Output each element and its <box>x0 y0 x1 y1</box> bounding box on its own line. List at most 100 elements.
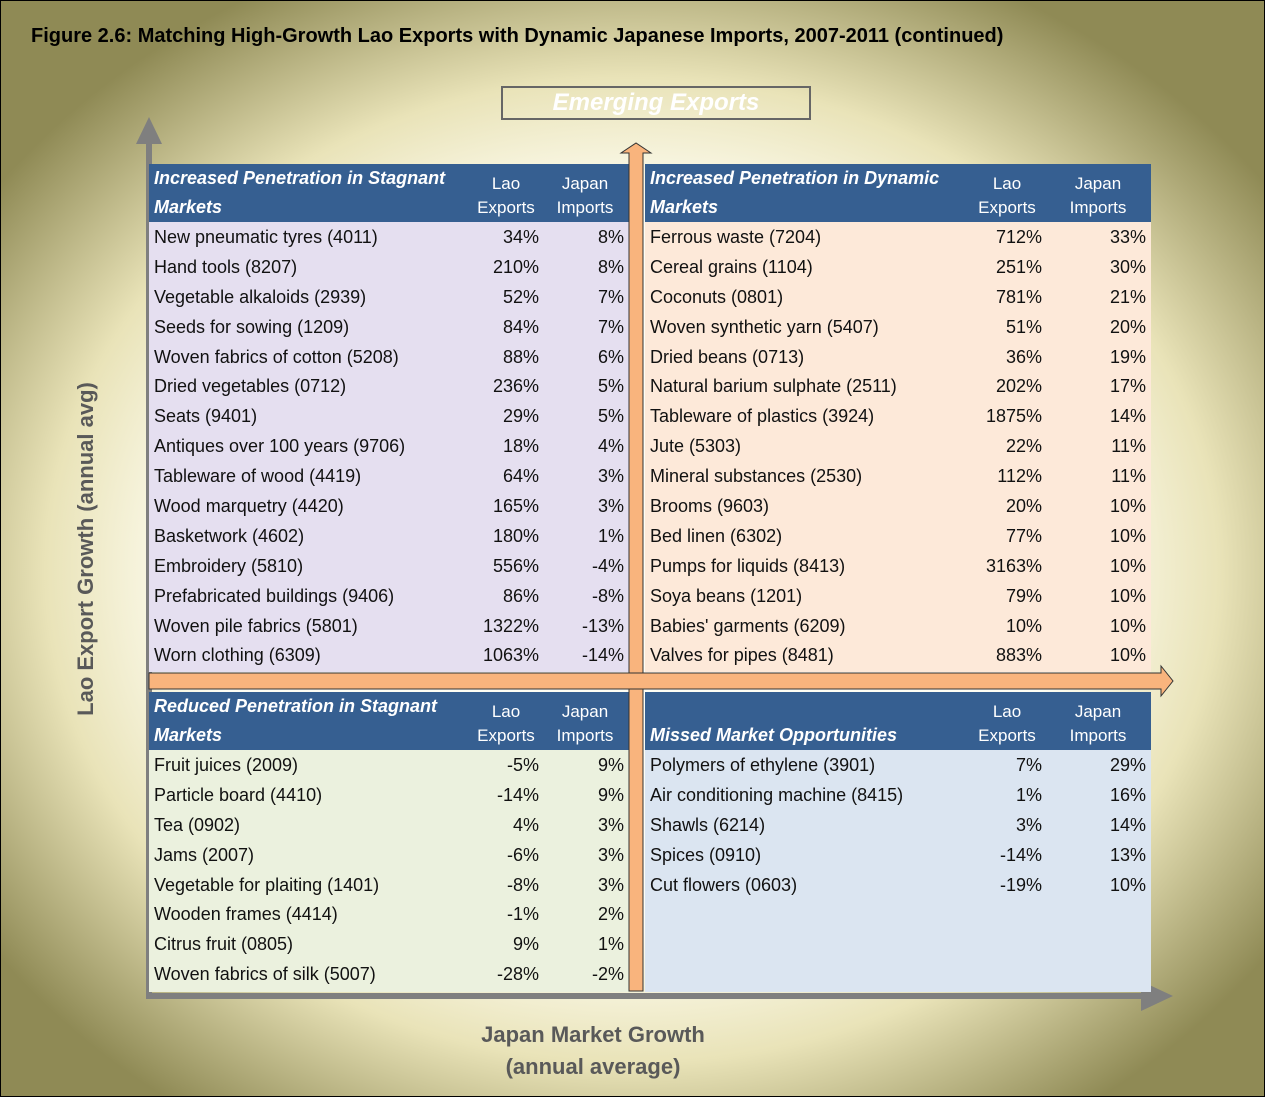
item-name: Dried vegetables (0712) <box>154 376 347 397</box>
japan-imports: 10% <box>1109 585 1146 606</box>
x-label-line: (annual average) <box>505 1054 681 1079</box>
japan-imports: 3% <box>597 844 624 865</box>
table-row: Jams (2007) -6% 3% <box>149 840 629 870</box>
japan-imports: 5% <box>597 376 624 397</box>
lao-exports: 251% <box>995 256 1042 277</box>
item-name: Bed linen (6302) <box>650 525 783 546</box>
lao-exports: 883% <box>995 645 1042 666</box>
title: Figure 2.6: Matching High-Growth Lao Exp… <box>31 25 1004 47</box>
item-name: Woven fabrics of silk (5007) <box>154 964 376 985</box>
lao-exports: 36% <box>1005 346 1042 367</box>
item-name: Wood marquetry (4420) <box>154 496 344 517</box>
japan-imports: 11% <box>1111 436 1146 457</box>
lao-exports: 781% <box>995 286 1042 307</box>
table-row: Wood marquetry (4420) 165% 3% <box>149 491 629 521</box>
column-header: Lao Exports <box>477 174 535 217</box>
item-name: Woven fabrics of cotton (5208) <box>154 346 399 367</box>
banner: Emerging Exports <box>501 86 811 120</box>
lao-exports: 3% <box>1015 814 1042 835</box>
item-name: Ferrous waste (7204) <box>650 227 822 247</box>
japan-imports: 7% <box>597 316 624 337</box>
japan-imports: 11% <box>1111 466 1146 487</box>
lao-exports: 20% <box>1005 496 1042 517</box>
quadrant-header: Increased Penetration in Stagnant Market… <box>149 164 629 222</box>
table-row: Dried beans (0713) 36% 19% <box>645 342 1151 372</box>
lao-exports: -1% <box>506 904 539 925</box>
japan-imports: -13% <box>581 615 624 636</box>
table-row: Woven synthetic yarn (5407) 51% 20% <box>645 312 1151 342</box>
japan-imports: 19% <box>1109 346 1146 367</box>
table-row: Hand tools (8207) 210% 8% <box>149 252 629 282</box>
japan-imports: 20% <box>1109 316 1146 337</box>
lao-exports: 84% <box>502 316 539 337</box>
table-row: Jute (5303) 22% 11% <box>645 431 1151 461</box>
japan-imports: 29% <box>1109 755 1146 775</box>
japan-imports: 14% <box>1109 814 1146 835</box>
lao-exports: 9% <box>512 934 539 955</box>
lao-exports: 3163% <box>985 555 1042 576</box>
lao-exports: 1% <box>1015 784 1042 805</box>
lao-exports: 556% <box>492 555 539 576</box>
table-row: Antiques over 100 years (9706) 18% 4% <box>149 431 629 461</box>
table-row: Ferrous waste (7204) 712% 33% <box>645 222 1151 252</box>
lao-exports: 86% <box>502 585 539 606</box>
japan-imports: 1% <box>597 934 624 955</box>
table-row: Woven fabrics of cotton (5208) 88% 6% <box>149 342 629 372</box>
table-row: Bed linen (6302) 77% 10% <box>645 521 1151 551</box>
quadrant-title: Reduced Penetration in Stagnant Markets <box>154 696 438 745</box>
lao-exports: 64% <box>502 466 539 487</box>
item-name: New pneumatic tyres (4011) <box>154 227 378 247</box>
japan-imports: 9% <box>597 755 624 775</box>
item-name: Citrus fruit (0805) <box>154 934 294 955</box>
item-name: Dried beans (0713) <box>650 346 805 367</box>
lao-exports: 52% <box>502 286 539 307</box>
quadrant-title: Increased Penetration in Stagnant Market… <box>154 168 446 217</box>
item-name: Babies' garments (6209) <box>650 615 846 636</box>
quadrant-title: Missed Market Opportunities <box>650 725 898 745</box>
table-row: Air conditioning machine (8415) 1% 16% <box>645 780 1151 810</box>
table-row: Cereal grains (1104) 251% 30% <box>645 252 1151 282</box>
japan-imports: -8% <box>591 585 624 606</box>
item-name: Shawls (6214) <box>650 814 766 835</box>
japan-imports: 7% <box>597 286 624 307</box>
lao-exports: -28% <box>496 964 539 985</box>
lao-exports: 77% <box>1005 525 1042 546</box>
japan-imports: 10% <box>1109 525 1146 546</box>
lao-exports: -14% <box>496 784 539 805</box>
item-name: Embroidery (5810) <box>154 555 304 576</box>
quadrant-header: Missed Market Opportunities Lao Exports Ja… <box>645 692 1151 750</box>
item-name: Wooden frames (4414) <box>154 904 338 925</box>
table-row: Dried vegetables (0712) 236% 5% <box>149 371 629 401</box>
japan-imports: 10% <box>1109 496 1146 517</box>
table-row: Tableware of plastics (3924) 1875% 14% <box>645 401 1151 431</box>
japan-imports: 10% <box>1109 645 1146 666</box>
item-name: Vegetable alkaloids (2939) <box>154 286 367 307</box>
lao-exports: 34% <box>502 227 539 247</box>
item-name: Tableware of wood (4419) <box>154 466 362 487</box>
table-row: Embroidery (5810) 556% -4% <box>149 551 629 581</box>
item-name: Tea (0902) <box>154 814 241 835</box>
japan-imports: -4% <box>591 555 624 576</box>
table-row: Seats (9401) 29% 5% <box>149 401 629 431</box>
quadrant: Increased Penetration in Dynamic Markets… <box>645 164 1151 672</box>
lao-exports: 236% <box>492 376 539 397</box>
quadrant-header: Reduced Penetration in Stagnant Markets L… <box>149 692 629 750</box>
quadrant: Increased Penetration in Stagnant Market… <box>149 164 629 672</box>
lao-exports: 88% <box>502 346 539 367</box>
item-name: Cereal grains (1104) <box>650 256 813 277</box>
item-name: Basketwork (4602) <box>154 525 305 546</box>
lao-exports: 1322% <box>482 615 539 636</box>
lao-exports: 112% <box>997 466 1042 487</box>
table-row: Woven pile fabrics (5801) 1322% -13% <box>149 611 629 641</box>
table-row: Particle board (4410) -14% 9% <box>149 780 629 810</box>
table-row: Tableware of wood (4419) 64% 3% <box>149 461 629 491</box>
japan-imports: 2% <box>597 904 624 925</box>
table-row: Brooms (9603) 20% 10% <box>645 491 1151 521</box>
lao-exports: 22% <box>1005 436 1042 457</box>
item-name: Mineral substances (2530) <box>650 466 863 487</box>
japan-imports: 3% <box>597 466 624 487</box>
table-row: New pneumatic tyres (4011) 34% 8% <box>149 222 629 252</box>
table-row: Pumps for liquids (8413) 3163% 10% <box>645 551 1151 581</box>
japan-imports: -2% <box>591 964 624 985</box>
